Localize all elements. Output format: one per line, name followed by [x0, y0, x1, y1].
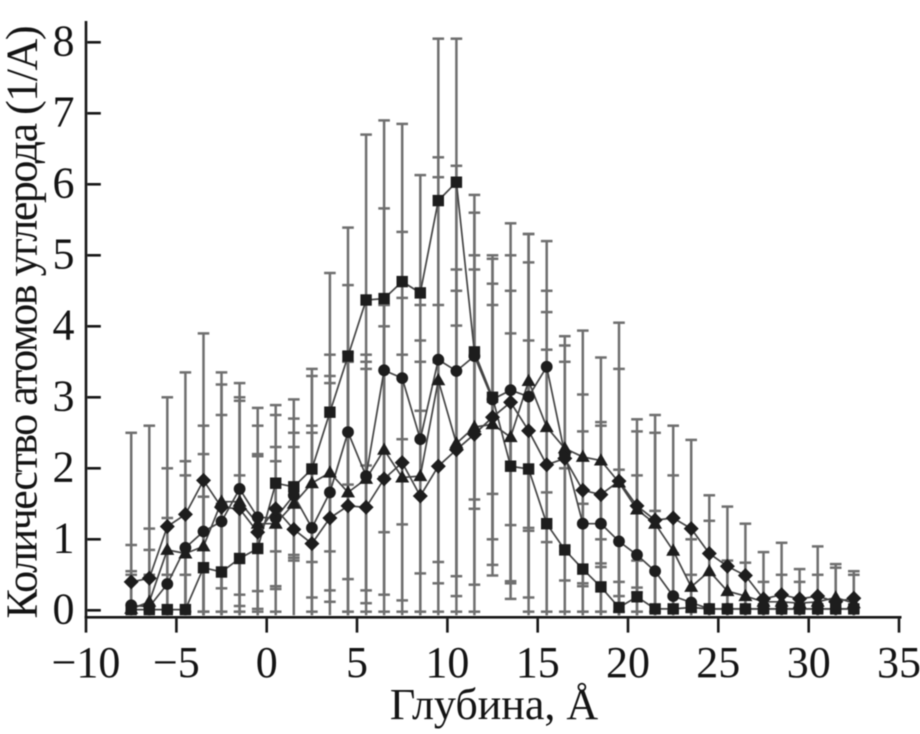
svg-text:2: 2 — [53, 442, 75, 491]
svg-text:30: 30 — [787, 638, 831, 687]
svg-text:7: 7 — [53, 87, 75, 136]
svg-text:0: 0 — [53, 584, 75, 633]
svg-text:5: 5 — [53, 229, 75, 278]
svg-text:8: 8 — [53, 16, 75, 65]
svg-text:0: 0 — [256, 638, 278, 687]
svg-text:5: 5 — [346, 638, 368, 687]
svg-text:1: 1 — [53, 513, 75, 562]
svg-text:Глубина, Å: Глубина, Å — [390, 680, 599, 729]
svg-text:15: 15 — [516, 638, 560, 687]
svg-text:10: 10 — [425, 638, 469, 687]
svg-text:−10: −10 — [52, 638, 121, 687]
svg-text:Количество атомов углерода (1/: Количество атомов углерода (1/A) — [0, 26, 47, 619]
svg-text:20: 20 — [606, 638, 650, 687]
svg-text:35: 35 — [877, 638, 920, 687]
svg-text:3: 3 — [53, 371, 75, 420]
svg-text:6: 6 — [53, 158, 75, 207]
svg-text:4: 4 — [53, 300, 75, 349]
svg-text:25: 25 — [696, 638, 740, 687]
svg-text:−5: −5 — [153, 638, 200, 687]
